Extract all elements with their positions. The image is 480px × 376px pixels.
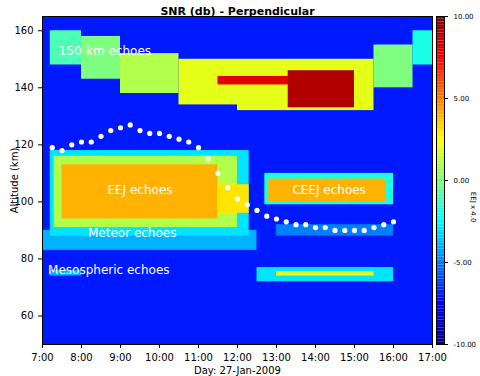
svg-text:-5.00: -5.00: [454, 259, 472, 267]
svg-text:16:00: 16:00: [379, 352, 408, 363]
svg-text:11:00: 11:00: [184, 352, 213, 363]
svg-text:Meteor echoes: Meteor echoes: [88, 226, 176, 240]
svg-text:7:00: 7:00: [31, 352, 53, 363]
svg-text:150-km echoes: 150-km echoes: [59, 44, 151, 58]
svg-text:15:00: 15:00: [340, 352, 369, 363]
svg-text:160: 160: [14, 25, 33, 36]
svg-text:Day: 27-Jan-2009: Day: 27-Jan-2009: [194, 365, 281, 376]
svg-text:EEJ echoes: EEJ echoes: [107, 183, 172, 197]
svg-text:14:00: 14:00: [301, 352, 330, 363]
svg-text:10.00: 10.00: [454, 13, 474, 21]
svg-text:0.00: 0.00: [454, 177, 470, 185]
svg-text:Altitude (km): Altitude (km): [9, 148, 20, 214]
svg-text:-10.00: -10.00: [454, 341, 477, 349]
svg-text:5.00: 5.00: [454, 95, 470, 103]
svg-text:60: 60: [21, 310, 34, 321]
svg-text:CEEJ echoes: CEEJ echoes: [292, 183, 365, 197]
svg-text:Mesospheric echoes: Mesospheric echoes: [48, 263, 169, 277]
svg-text:10:00: 10:00: [145, 352, 174, 363]
svg-text:140: 140: [14, 82, 33, 93]
svg-text:EEJ x 4.0: EEJ x 4.0: [469, 192, 477, 223]
svg-text:120: 120: [14, 139, 34, 150]
svg-text:8:00: 8:00: [70, 352, 92, 363]
svg-text:100: 100: [14, 196, 34, 208]
svg-text:SNR (db) - Perpendicular: SNR (db) - Perpendicular: [160, 5, 315, 19]
svg-text:13:00: 13:00: [262, 352, 291, 363]
svg-text:12:00: 12:00: [223, 352, 252, 363]
svg-text:80: 80: [21, 253, 34, 264]
svg-text:17:00: 17:00: [418, 352, 447, 363]
svg-text:9:00: 9:00: [109, 352, 131, 363]
